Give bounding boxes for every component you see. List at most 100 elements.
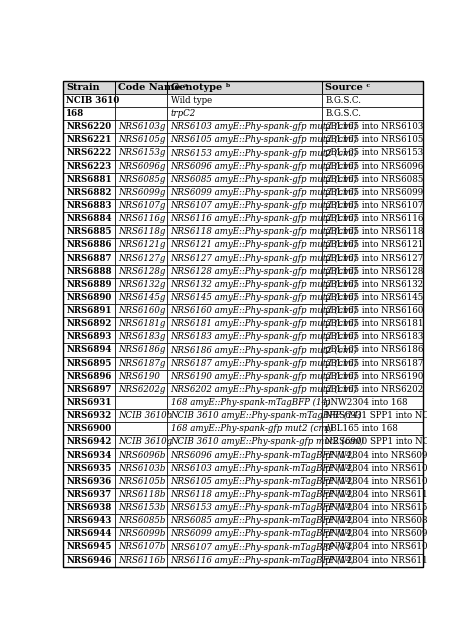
Text: NRS6128 amyE::Phy-spank-gfp mut2 (cml): NRS6128 amyE::Phy-spank-gfp mut2 (cml) bbox=[171, 267, 358, 276]
Text: NRS6121g: NRS6121g bbox=[118, 240, 166, 249]
Text: NRS6900 SPP1 into NCIB 3610: NRS6900 SPP1 into NCIB 3610 bbox=[325, 437, 464, 446]
Text: pBL165 into NRS6160: pBL165 into NRS6160 bbox=[325, 306, 423, 315]
Bar bbox=[322, 172, 423, 186]
Text: Strain: Strain bbox=[66, 83, 100, 92]
Bar bbox=[322, 528, 423, 540]
Bar bbox=[115, 212, 167, 225]
Bar bbox=[63, 462, 115, 475]
Text: NRS6153b: NRS6153b bbox=[118, 503, 166, 512]
Bar bbox=[167, 120, 322, 133]
Bar bbox=[167, 251, 322, 265]
Text: NRS6882: NRS6882 bbox=[66, 188, 112, 197]
Text: NCIB 3610 amyE::Phy-spank-mTagBFP (14): NCIB 3610 amyE::Phy-spank-mTagBFP (14) bbox=[171, 411, 362, 420]
Text: NRS6892: NRS6892 bbox=[66, 319, 111, 328]
Bar bbox=[115, 291, 167, 304]
Text: NRS6128g: NRS6128g bbox=[118, 267, 166, 276]
Bar bbox=[63, 435, 115, 449]
Bar bbox=[322, 409, 423, 422]
Bar bbox=[115, 462, 167, 475]
Text: pBL165 into NRS6127: pBL165 into NRS6127 bbox=[325, 254, 423, 263]
Text: pNW2304 into NRS6096: pNW2304 into NRS6096 bbox=[325, 451, 433, 460]
Text: NRS6931: NRS6931 bbox=[66, 398, 111, 407]
Bar bbox=[115, 251, 167, 265]
Text: NRS6190 amyE::Phy-spank-gfp mut2 (cml): NRS6190 amyE::Phy-spank-gfp mut2 (cml) bbox=[171, 372, 358, 381]
Bar bbox=[322, 462, 423, 475]
Text: NRS6103 amyE::Phy-spank-gfp mut2 (cml): NRS6103 amyE::Phy-spank-gfp mut2 (cml) bbox=[171, 122, 358, 131]
Text: pNW2304 into 168: pNW2304 into 168 bbox=[325, 398, 408, 407]
Text: NRS6127 amyE::Phy-spank-gfp mut2 (cml): NRS6127 amyE::Phy-spank-gfp mut2 (cml) bbox=[171, 253, 358, 263]
Bar bbox=[322, 554, 423, 567]
Text: NRS6107 amyE::Phy-spank-mTagBFP (14): NRS6107 amyE::Phy-spank-mTagBFP (14) bbox=[171, 542, 355, 551]
Bar bbox=[63, 356, 115, 370]
Text: NRS6893: NRS6893 bbox=[66, 332, 111, 342]
Bar bbox=[63, 81, 115, 94]
Bar bbox=[167, 199, 322, 212]
Text: NRS6900: NRS6900 bbox=[66, 424, 111, 433]
Text: NCIB 3610 amyE::Phy-spank-gfp mut2 (cml): NCIB 3610 amyE::Phy-spank-gfp mut2 (cml) bbox=[171, 437, 365, 446]
Bar bbox=[322, 330, 423, 344]
Bar bbox=[115, 475, 167, 488]
Bar bbox=[167, 160, 322, 172]
Bar bbox=[167, 435, 322, 449]
Bar bbox=[63, 554, 115, 567]
Text: NRS6107b: NRS6107b bbox=[118, 542, 166, 551]
Bar bbox=[322, 225, 423, 238]
Text: pBL165 into NRS6153: pBL165 into NRS6153 bbox=[325, 149, 423, 158]
Text: NRS6891: NRS6891 bbox=[66, 306, 112, 315]
Text: NRS6105g: NRS6105g bbox=[118, 135, 166, 144]
Bar bbox=[63, 251, 115, 265]
Bar bbox=[115, 94, 167, 107]
Text: NCIB 3610: NCIB 3610 bbox=[66, 96, 119, 105]
Bar bbox=[115, 304, 167, 317]
Bar bbox=[115, 330, 167, 344]
Bar bbox=[322, 383, 423, 396]
Text: NRS6160 amyE::Phy-spank-gfp mut2 (cml): NRS6160 amyE::Phy-spank-gfp mut2 (cml) bbox=[171, 306, 358, 315]
Text: NRS6096 amyE::Phy-spank-gfp mut2 (cml): NRS6096 amyE::Phy-spank-gfp mut2 (cml) bbox=[171, 162, 358, 171]
Bar bbox=[115, 81, 167, 94]
Text: NRS6096g: NRS6096g bbox=[118, 162, 166, 171]
Text: pBL165 into NRS6183: pBL165 into NRS6183 bbox=[325, 332, 423, 342]
Bar bbox=[322, 186, 423, 199]
Text: pBL165 into NRS6132: pBL165 into NRS6132 bbox=[325, 280, 423, 289]
Bar bbox=[115, 199, 167, 212]
Text: NRS6881: NRS6881 bbox=[66, 175, 112, 184]
Text: NRS6936: NRS6936 bbox=[66, 477, 111, 486]
Text: NRS6107 amyE::Phy-spank-gfp mut2 (cml): NRS6107 amyE::Phy-spank-gfp mut2 (cml) bbox=[171, 201, 358, 210]
Bar bbox=[167, 501, 322, 514]
Bar bbox=[63, 422, 115, 435]
Bar bbox=[167, 94, 322, 107]
Text: pBL165 into NRS6190: pBL165 into NRS6190 bbox=[325, 372, 423, 381]
Bar bbox=[167, 238, 322, 251]
Text: NRS6934: NRS6934 bbox=[66, 451, 111, 460]
Bar bbox=[63, 409, 115, 422]
Bar bbox=[322, 370, 423, 383]
Text: pBL165 into NRS6128: pBL165 into NRS6128 bbox=[325, 267, 423, 276]
Bar bbox=[322, 212, 423, 225]
Bar bbox=[167, 107, 322, 120]
Bar bbox=[63, 501, 115, 514]
Bar bbox=[115, 238, 167, 251]
Text: pNW2304 into NRS6153: pNW2304 into NRS6153 bbox=[325, 503, 433, 512]
Bar bbox=[167, 225, 322, 238]
Text: NRS6096b: NRS6096b bbox=[118, 451, 166, 460]
Bar bbox=[63, 186, 115, 199]
Text: NRS6105 amyE::Phy-spank-mTagBFP (14): NRS6105 amyE::Phy-spank-mTagBFP (14) bbox=[171, 477, 355, 486]
Bar bbox=[322, 344, 423, 356]
Bar bbox=[322, 199, 423, 212]
Bar bbox=[63, 107, 115, 120]
Bar bbox=[63, 133, 115, 146]
Bar bbox=[322, 251, 423, 265]
Text: NRS6935: NRS6935 bbox=[66, 463, 111, 472]
Text: 168 amyE::Phy-spank-gfp mut2 (cml): 168 amyE::Phy-spank-gfp mut2 (cml) bbox=[171, 424, 332, 433]
Text: NRS6186 amyE::Phy-spank-gfp mut2 (cml): NRS6186 amyE::Phy-spank-gfp mut2 (cml) bbox=[171, 345, 358, 354]
Text: NRS6221: NRS6221 bbox=[66, 135, 111, 144]
Text: pNW2304 into NRS6118: pNW2304 into NRS6118 bbox=[325, 490, 433, 499]
Bar bbox=[322, 435, 423, 449]
Text: pNW2304 into NRS6099: pNW2304 into NRS6099 bbox=[325, 529, 433, 538]
Text: NRS6116g: NRS6116g bbox=[118, 214, 166, 223]
Bar bbox=[115, 435, 167, 449]
Text: NRS6938: NRS6938 bbox=[66, 503, 111, 512]
Text: NRS6895: NRS6895 bbox=[66, 358, 111, 367]
Bar bbox=[322, 317, 423, 330]
Bar bbox=[63, 449, 115, 462]
